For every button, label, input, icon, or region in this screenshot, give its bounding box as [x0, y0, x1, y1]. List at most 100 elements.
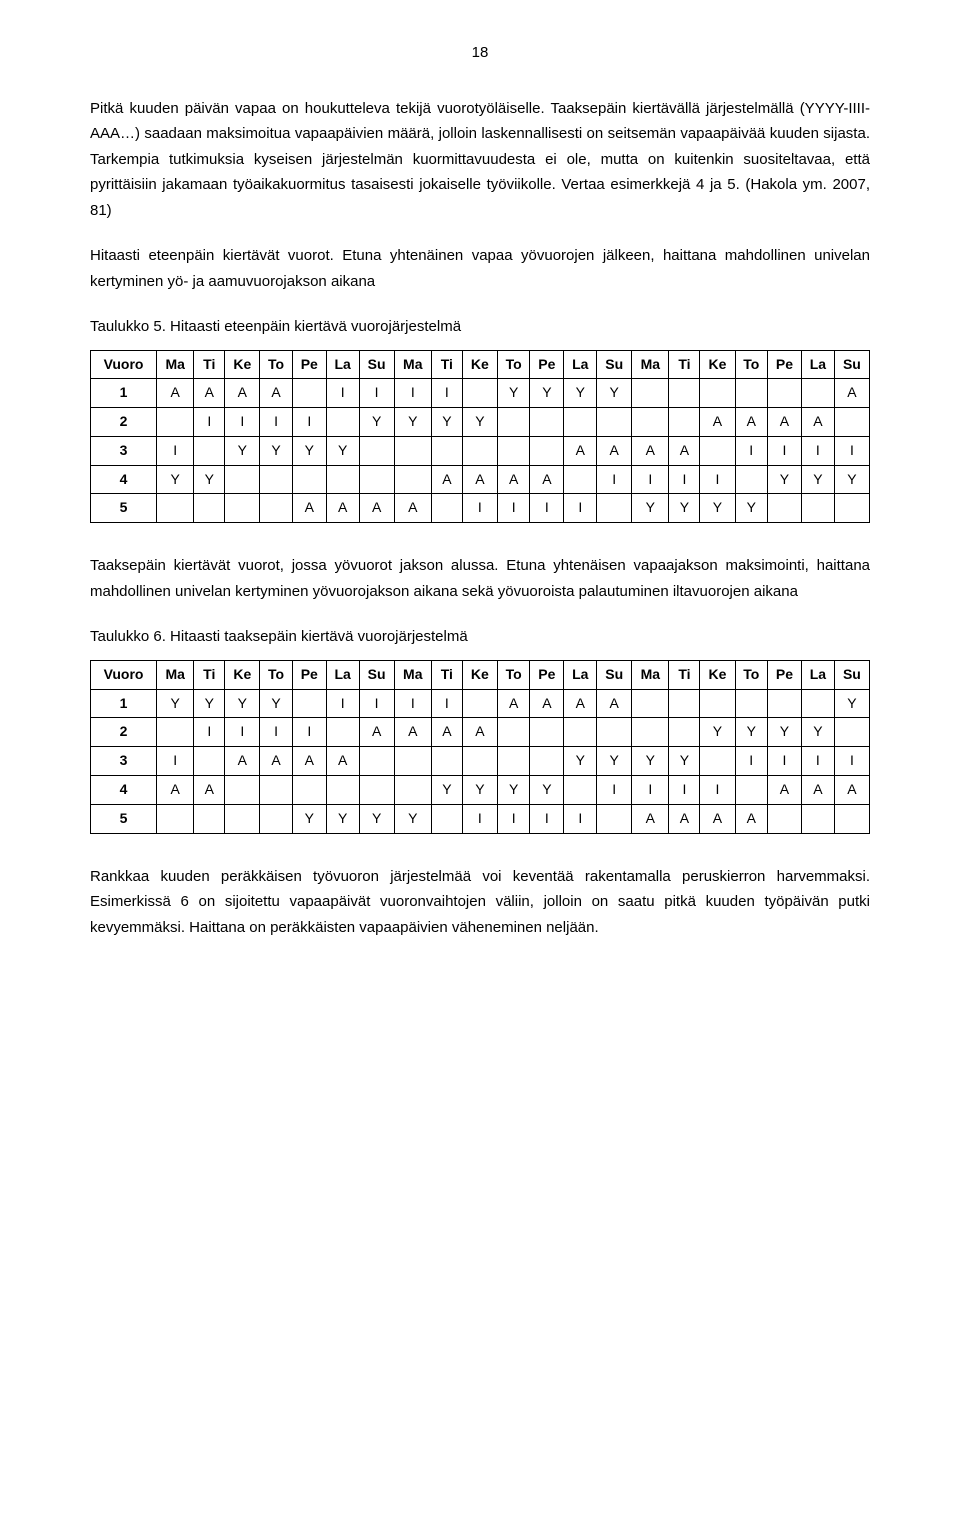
table6-cell: I — [359, 689, 394, 718]
table6-cell: Y — [497, 775, 529, 804]
table5-header-cell: Ti — [431, 350, 462, 379]
table5-header-cell: Ma — [394, 350, 431, 379]
table6-header-cell: Ti — [669, 660, 700, 689]
table6-cell: Y — [462, 775, 497, 804]
table5-cell: A — [801, 408, 834, 437]
table6-cell: A — [530, 689, 564, 718]
table6-cell: A — [700, 804, 735, 833]
table5-header-cell: Su — [359, 350, 394, 379]
table6-cell: I — [194, 718, 225, 747]
table5-cell: A — [326, 494, 359, 523]
table5-cell: A — [735, 408, 767, 437]
table6-cell — [497, 747, 529, 776]
table6-cell: 2 — [91, 718, 157, 747]
table6-header-cell: Pe — [530, 660, 564, 689]
table5-header-cell: Ti — [194, 350, 225, 379]
table6-cell — [462, 747, 497, 776]
table6-cell: A — [632, 804, 669, 833]
table5-cell — [597, 494, 632, 523]
table5-header-cell: La — [801, 350, 834, 379]
table5-cell: I — [225, 408, 260, 437]
table5-cell: Y — [194, 465, 225, 494]
table5-cell — [801, 494, 834, 523]
table6-cell — [735, 689, 767, 718]
table6-header-cell: Ma — [157, 660, 194, 689]
table6-header-cell: To — [260, 660, 292, 689]
table6-cell: A — [669, 804, 700, 833]
table5-cell: I — [431, 379, 462, 408]
table5-header-row: Vuoro Ma Ti Ke To Pe La Su Ma Ti Ke To P… — [91, 350, 870, 379]
table5-cell — [225, 465, 260, 494]
table6-cell — [326, 775, 359, 804]
table5-cell — [834, 494, 869, 523]
table5-cell: 2 — [91, 408, 157, 437]
table6-cell: I — [767, 747, 801, 776]
table5-cell: Y — [597, 379, 632, 408]
table6-cell — [700, 747, 735, 776]
table5-header-cell: Pe — [292, 350, 326, 379]
table5-cell — [260, 465, 292, 494]
table5-cell: I — [394, 379, 431, 408]
page-number: 18 — [90, 40, 870, 66]
table6-cell: 5 — [91, 804, 157, 833]
table6-cell: A — [564, 689, 597, 718]
table6-cell: Y — [735, 718, 767, 747]
table6-cell — [564, 718, 597, 747]
table6-cell: A — [260, 747, 292, 776]
table5-cell: I — [359, 379, 394, 408]
table5-cell: Y — [359, 408, 394, 437]
table5-cell — [326, 408, 359, 437]
table5-cell — [669, 379, 700, 408]
table6-header-cell: To — [735, 660, 767, 689]
table5-cell: A — [462, 465, 497, 494]
table6-cell: A — [497, 689, 529, 718]
table5-cell: A — [530, 465, 564, 494]
table6-cell — [497, 718, 529, 747]
table5-cell: Y — [767, 465, 801, 494]
table6-cell: A — [462, 718, 497, 747]
table5-cell — [359, 465, 394, 494]
table6-header-cell: Pe — [767, 660, 801, 689]
table5-cell — [735, 379, 767, 408]
table6-cell: Y — [292, 804, 326, 833]
table6-title: Taulukko 6. Hitaasti taaksepäin kiertävä… — [90, 624, 870, 650]
table6-cell — [394, 775, 431, 804]
table5-cell — [497, 436, 529, 465]
table5-cell: I — [632, 465, 669, 494]
table5-cell: Y — [735, 494, 767, 523]
table5-cell — [431, 436, 462, 465]
table6-header-cell: Ti — [431, 660, 462, 689]
table6-cell — [767, 689, 801, 718]
table6-cell: I — [700, 775, 735, 804]
table5: Vuoro Ma Ti Ke To Pe La Su Ma Ti Ke To P… — [90, 350, 870, 524]
table5-cell: I — [564, 494, 597, 523]
table6-cell: Y — [801, 718, 834, 747]
table6-cell — [157, 804, 194, 833]
table5-cell — [394, 436, 431, 465]
table6-cell — [700, 689, 735, 718]
table6-header-cell: Ma — [394, 660, 431, 689]
table6-cell: I — [834, 747, 869, 776]
table6-cell: I — [431, 689, 462, 718]
table6-cell — [194, 747, 225, 776]
table5-cell — [292, 379, 326, 408]
table6-cell: I — [564, 804, 597, 833]
table5-cell — [564, 408, 597, 437]
table6-row: 3IAAAAYYYYIIII — [91, 747, 870, 776]
table6-body: 1YYYYIIIIAAAAY2IIIIAAAAYYYY3IAAAAYYYYIII… — [91, 689, 870, 833]
table6-cell — [359, 775, 394, 804]
table5-cell: A — [564, 436, 597, 465]
table5-header-cell: Ma — [157, 350, 194, 379]
table5-cell — [700, 436, 735, 465]
table5-cell: I — [260, 408, 292, 437]
table5-cell: Y — [669, 494, 700, 523]
table6-row: 2IIIIAAAAYYYY — [91, 718, 870, 747]
table6-header-cell: La — [564, 660, 597, 689]
table5-cell: 4 — [91, 465, 157, 494]
table6-cell: A — [597, 689, 632, 718]
table5-cell — [530, 408, 564, 437]
table5-cell — [767, 494, 801, 523]
table5-row: 3IYYYYAAAAIIII — [91, 436, 870, 465]
table6-cell — [359, 747, 394, 776]
paragraph-3: Taaksepäin kiertävät vuorot, jossa yövuo… — [90, 553, 870, 604]
